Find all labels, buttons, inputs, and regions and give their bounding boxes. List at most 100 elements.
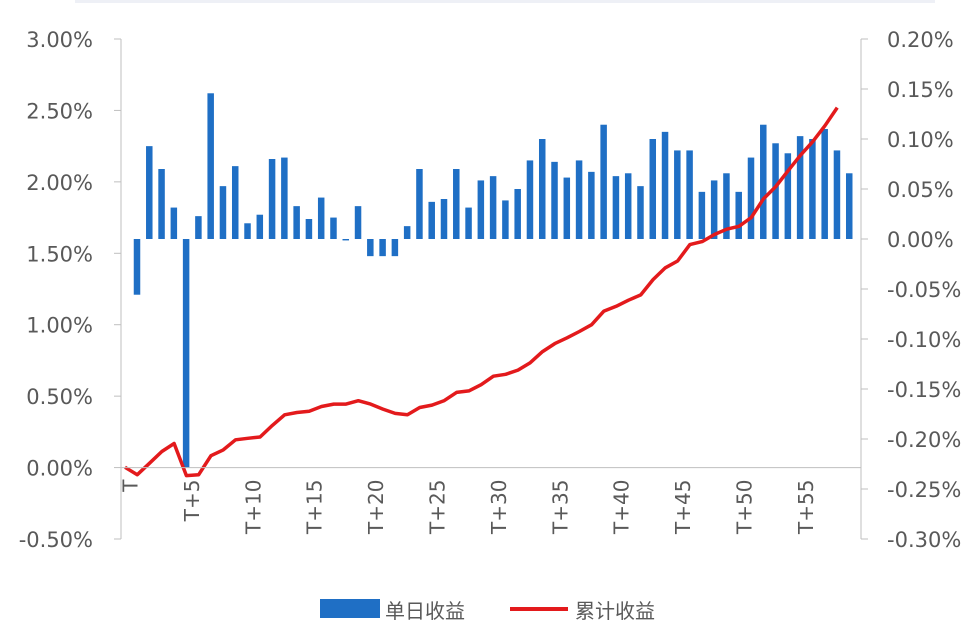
- right-tick-label: 0.10%: [887, 128, 954, 152]
- x-tick-label: T+25: [426, 480, 450, 535]
- left-tick-label: 2.50%: [26, 99, 93, 123]
- legend: 单日收益 累计收益: [320, 599, 655, 623]
- bar-series: [133, 93, 853, 468]
- bar: [698, 191, 706, 239]
- x-tick-label: T+45: [671, 480, 695, 535]
- right-tick-label: 0.05%: [887, 178, 954, 202]
- bar: [465, 207, 472, 239]
- bar: [489, 176, 497, 239]
- bar: [710, 180, 718, 239]
- bar: [440, 199, 448, 239]
- bar: [502, 200, 509, 239]
- bar: [526, 160, 534, 239]
- bar: [624, 173, 632, 239]
- bar: [735, 191, 742, 239]
- bar: [305, 219, 313, 239]
- x-tick-label: T+30: [487, 480, 511, 535]
- bar: [612, 176, 620, 239]
- bar: [158, 169, 165, 239]
- bar: [231, 166, 239, 239]
- bar: [796, 136, 804, 239]
- bar: [416, 169, 423, 239]
- right-tick-label: -0.20%: [887, 428, 961, 452]
- bar: [833, 150, 841, 239]
- bar: [637, 186, 644, 239]
- bar: [244, 223, 251, 239]
- bar: [219, 186, 227, 239]
- right-tick-label: -0.05%: [887, 278, 961, 302]
- right-tick-label: -0.15%: [887, 378, 961, 402]
- bar: [784, 153, 792, 239]
- bar: [182, 239, 190, 468]
- bar: [821, 129, 828, 239]
- bar: [477, 180, 485, 239]
- bar: [453, 169, 460, 239]
- legend-label-bar: 单日收益: [385, 599, 465, 623]
- left-tick-label: 1.00%: [26, 314, 93, 338]
- bar: [760, 124, 767, 239]
- bar: [747, 157, 755, 239]
- left-tick-label: 0.00%: [26, 457, 93, 481]
- bar: [514, 189, 521, 239]
- line-series: [124, 106, 839, 478]
- legend-swatch-bar: [320, 599, 380, 618]
- x-tick-label: T+50: [733, 480, 757, 535]
- bar: [342, 239, 350, 241]
- x-tick-label: T+20: [364, 480, 388, 535]
- bar: [686, 150, 693, 239]
- left-tick-label: -0.50%: [19, 528, 93, 552]
- right-tick-label: -0.30%: [887, 528, 961, 552]
- bar: [391, 239, 399, 257]
- bar: [133, 239, 141, 295]
- bar: [403, 226, 411, 239]
- bar: [538, 139, 546, 239]
- bar: [809, 139, 816, 239]
- left-axis: 3.00% 2.50% 2.00% 1.50% 1.00% 0.50% 0.00% -0.50…: [19, 28, 122, 552]
- bar: [563, 177, 571, 239]
- bar: [674, 150, 681, 239]
- bar: [207, 93, 214, 240]
- bar: [575, 160, 583, 239]
- bar: [170, 207, 178, 239]
- bar: [772, 143, 779, 239]
- left-tick-label: 0.50%: [26, 385, 93, 409]
- right-tick-label: 0.20%: [887, 28, 954, 52]
- right-axis: 0.20% 0.15% 0.10% 0.05% 0.00% -0.05% -0.10% -0.…: [860, 28, 961, 552]
- bar: [268, 159, 276, 239]
- bar: [379, 239, 386, 257]
- left-tick-label: 1.50%: [26, 242, 93, 266]
- legend-label-line: 累计收益: [575, 599, 655, 623]
- cumulative-line: [124, 106, 839, 478]
- x-tick-label: T+15: [303, 480, 327, 535]
- bar: [845, 173, 853, 239]
- bar: [317, 197, 325, 239]
- bar: [195, 216, 202, 239]
- right-tick-label: 0.00%: [887, 228, 954, 252]
- x-tick-label: T+40: [610, 480, 634, 535]
- x-tick-label: T+5: [180, 480, 204, 523]
- left-tick-label: 2.00%: [26, 171, 93, 195]
- x-axis: T T+5 T+10 T+15 T+20 T+25 T+30 T+35 T+40 T+45 T+50…: [119, 467, 861, 535]
- right-tick-label: -0.25%: [887, 478, 961, 502]
- top-band: [75, 0, 935, 3]
- x-tick-label: T+35: [548, 480, 572, 535]
- bar: [649, 139, 657, 239]
- bar: [281, 157, 288, 239]
- bar: [661, 131, 669, 239]
- bar: [551, 161, 558, 239]
- right-tick-label: 0.15%: [887, 78, 954, 102]
- bar: [428, 201, 435, 239]
- x-tick-label: T+55: [794, 480, 818, 535]
- bar: [600, 124, 607, 239]
- right-tick-label: -0.10%: [887, 328, 961, 352]
- x-tick-label: T+10: [241, 480, 265, 535]
- bar: [723, 173, 730, 239]
- bar: [330, 217, 337, 239]
- bar: [256, 214, 264, 239]
- bar: [354, 206, 362, 239]
- x-tick-label: T: [119, 479, 143, 493]
- bar: [367, 239, 374, 257]
- bar: [588, 171, 595, 239]
- left-tick-label: 3.00%: [26, 28, 93, 52]
